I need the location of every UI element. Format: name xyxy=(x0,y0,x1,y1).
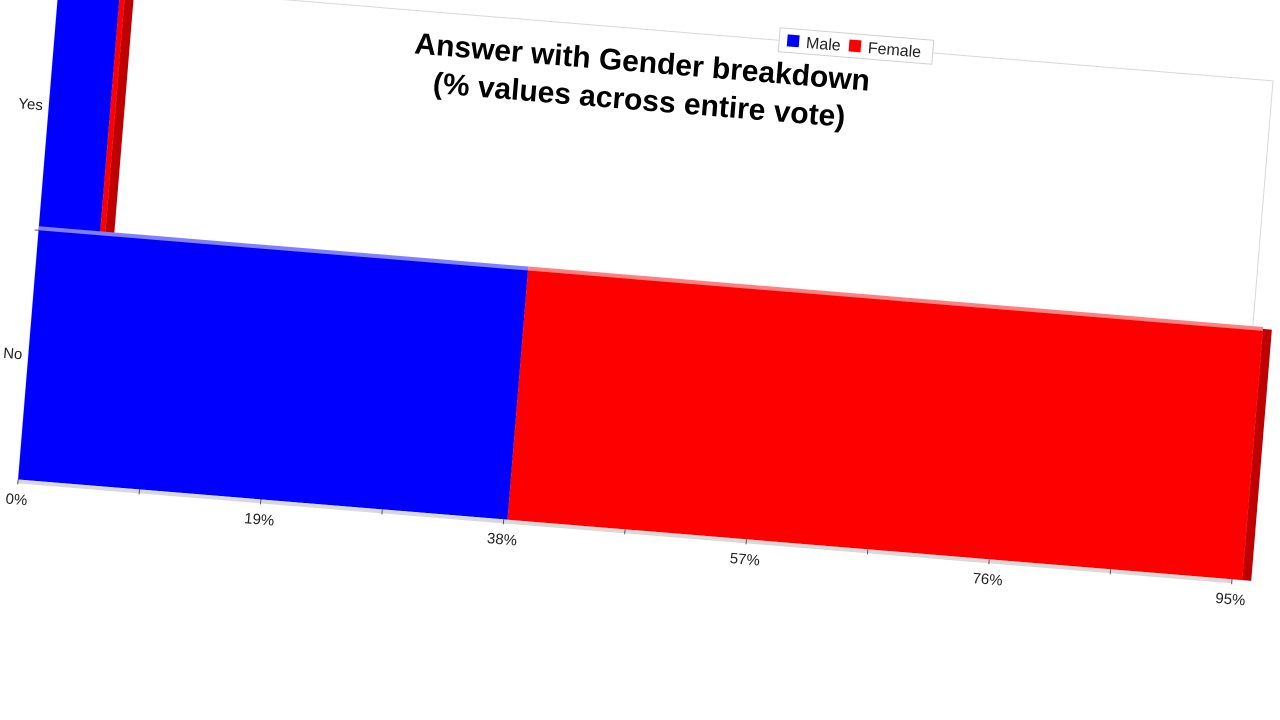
category-label-no: No xyxy=(3,345,24,364)
legend: Male Female xyxy=(777,27,935,65)
chart-title: Answer with Gender breakdown (% values a… xyxy=(413,27,871,133)
bar-yes-male xyxy=(38,0,121,236)
x-tick-label: 0% xyxy=(5,491,28,510)
x-tick-label: 76% xyxy=(972,570,1003,589)
x-tick-label: 95% xyxy=(1215,590,1246,609)
legend-label-male: Male xyxy=(805,35,841,55)
bar-yes-female xyxy=(99,0,126,236)
legend-swatch-male xyxy=(786,34,800,48)
x-tick-label: 57% xyxy=(729,550,760,569)
bar-face-no-male xyxy=(18,230,529,520)
bar-face-yes-female xyxy=(99,0,126,236)
bar-top-no-male xyxy=(38,226,529,272)
x-axis: 0% 19% 38% 57% 76% 95% xyxy=(5,479,1246,609)
bar-no-female xyxy=(507,266,1264,581)
bar-side-no xyxy=(1242,328,1272,581)
legend-label-female: Female xyxy=(867,40,922,61)
bar-no-male xyxy=(18,226,529,520)
x-tick-label: 38% xyxy=(486,530,517,549)
y-axis: Yes No xyxy=(3,95,44,364)
bar-top-no-female xyxy=(527,266,1264,332)
bar-face-yes-male xyxy=(38,0,121,236)
legend-swatch-female xyxy=(848,39,862,53)
category-label-yes: Yes xyxy=(18,95,44,114)
bar-side-yes xyxy=(105,0,135,237)
bars xyxy=(18,0,1272,581)
bar-face-no-female xyxy=(507,270,1263,581)
x-tick-label: 19% xyxy=(244,510,275,529)
